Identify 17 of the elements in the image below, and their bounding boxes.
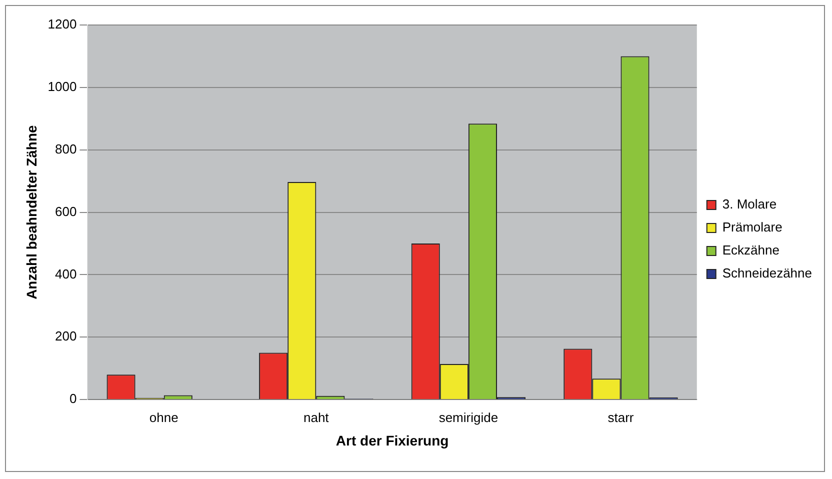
y-tick-label: 600 — [55, 204, 77, 219]
legend-label: Eckzähne — [722, 242, 780, 258]
y-tick-label: 1000 — [48, 79, 77, 94]
legend-label: Prämolare — [722, 220, 782, 235]
y-axis-title: Anzahl beahndelter Zähne — [23, 124, 40, 300]
y-tick-label: 200 — [55, 328, 77, 344]
y-tick-label: 400 — [55, 266, 77, 282]
legend-label: Schneidezähne — [722, 266, 812, 281]
y-tick-label: 1200 — [48, 16, 77, 32]
x-tick-label: semirigide — [438, 410, 498, 425]
x-tick-label: naht — [303, 410, 330, 425]
y-tick-label: 0 — [69, 391, 77, 406]
legend-label: 3. Molare — [722, 196, 777, 212]
x-tick-label: starr — [608, 410, 634, 425]
x-axis-title: Art der Fixierung — [336, 432, 449, 448]
x-tick-label: ohne — [149, 410, 178, 425]
y-tick-label: 800 — [55, 141, 77, 156]
